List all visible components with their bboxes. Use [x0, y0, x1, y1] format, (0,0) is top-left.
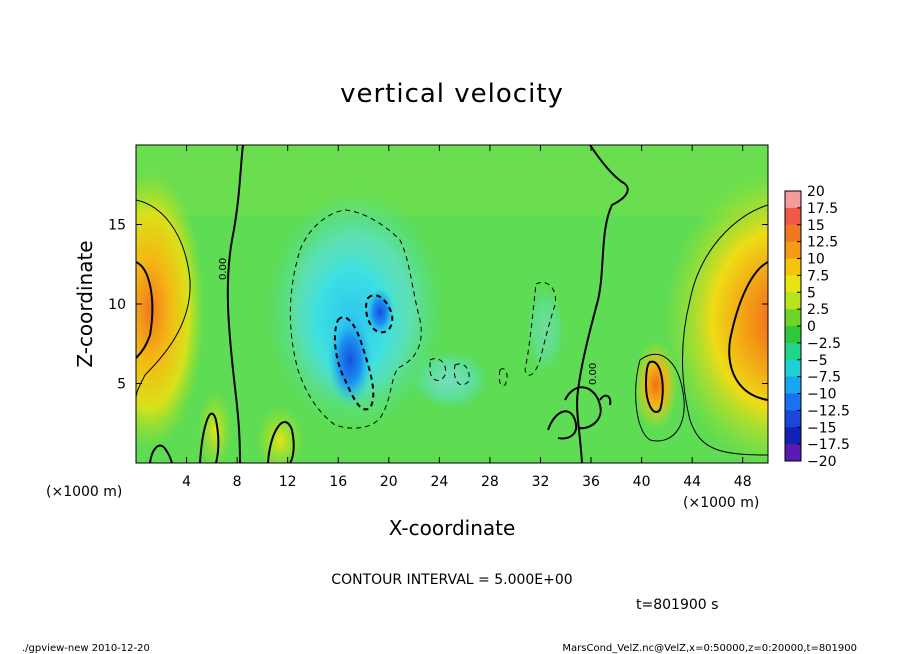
colorbar-label: 5: [807, 285, 816, 301]
x-axis-ticks: 4 8 12 16 20 24 28 32 36 40 44 48: [182, 145, 752, 490]
dashed-contour-core-19: [365, 294, 394, 334]
colorbar-label: 2.5: [807, 302, 829, 318]
colorbar-label: 12.5: [807, 235, 838, 251]
colorbar-label: 15: [807, 218, 825, 234]
footer-left: ./gpview-new 2010-12-20: [22, 643, 150, 654]
x-axis-label: X-coordinate: [389, 516, 516, 540]
cool-streak-32: [525, 285, 565, 375]
x-tick-label: 36: [582, 474, 600, 490]
yellow-patch-12: [255, 405, 305, 463]
y-tick-label: 5: [117, 377, 126, 393]
colorbar-swatch: [785, 342, 801, 361]
footer-right: MarsCond_VelZ.nc@VelZ,x=0:50000,z=0:2000…: [562, 643, 857, 654]
y-axis-ticks: 5 10 15: [108, 218, 768, 393]
colorbar-swatch: [785, 359, 801, 378]
colorbar-label: 0: [807, 319, 816, 335]
x-tick-label: 16: [329, 474, 347, 490]
x-tick-label: 12: [279, 474, 297, 490]
plot-area: 0.00 0.00: [136, 145, 768, 463]
colorbar-label: 7.5: [807, 268, 829, 284]
colorbar-label: −15: [807, 420, 837, 436]
colorbar-swatch: [785, 207, 801, 226]
colorbar-label: −7.5: [807, 370, 841, 386]
y-tick-label: 10: [108, 297, 126, 313]
colorbar-swatch: [785, 393, 801, 411]
thin-contour-left: [136, 199, 191, 399]
positive-contour-41: [644, 360, 664, 413]
x-tick-label: 48: [734, 474, 752, 490]
dashed-contour-32: [524, 282, 557, 376]
field-top-band: [136, 145, 768, 215]
x-tick-label: 40: [633, 474, 651, 490]
colorbar-label: −10: [807, 387, 837, 403]
colorbar: 2017.51512.5107.552.50−2.5−5−7.5−10−12.5…: [784, 184, 850, 470]
colorbar-label: 20: [807, 184, 825, 200]
x-tick-label: 20: [380, 474, 398, 490]
colorbar-swatch: [785, 292, 801, 310]
contour-label-right: 0.00: [588, 363, 599, 385]
contour-label-left: 0.00: [218, 258, 229, 280]
blue-core-16: [328, 315, 372, 405]
positive-contour-right: [728, 261, 768, 401]
thin-contour-right: [682, 204, 768, 456]
x-tick-label: 32: [532, 474, 550, 490]
colorbar-swatch: [785, 241, 801, 259]
dashed-contour-small: [429, 358, 508, 387]
thin-contour-spot: [635, 353, 685, 442]
colorbar-swatch: [785, 258, 801, 276]
colorbar-swatch: [785, 376, 801, 394]
colorbar-swatch: [785, 309, 801, 327]
colorbar-swatch: [785, 326, 801, 344]
x-tick-label: 24: [430, 474, 448, 490]
colorbar-label: −20: [807, 454, 837, 470]
bottom-bumps-left: [149, 412, 295, 463]
y-axis-label: Z-coordinate: [73, 240, 97, 367]
cool-streak-24: [410, 350, 490, 410]
colorbar-label: −17.5: [807, 437, 850, 453]
negative-contour-lines: [289, 209, 557, 429]
x-tick-label: 8: [233, 474, 242, 490]
blue-core-19: [366, 288, 394, 336]
zero-contour-7: [226, 145, 244, 463]
zero-contour-34: [576, 145, 629, 463]
colorbar-label: −12.5: [807, 403, 850, 419]
colorbar-swatch: [785, 427, 801, 445]
x-tick-label: 44: [683, 474, 701, 490]
colorbar-swatch: [785, 444, 801, 462]
colorbar-swatch: [785, 275, 801, 293]
warm-region-right: [640, 170, 768, 463]
x-unit-left: (×1000 m): [46, 484, 122, 500]
dashed-contour-core-16: [333, 316, 375, 411]
positive-contour-left: [136, 261, 154, 359]
dashed-contour-outer: [289, 209, 422, 429]
warm-spot-41: [634, 340, 678, 430]
time-stamp: t=801900 s: [636, 597, 718, 613]
x-tick-label: 28: [481, 474, 499, 490]
colorbar-swatch: [785, 410, 801, 428]
warm-region-left: [136, 170, 205, 450]
chart-title: vertical velocity: [340, 79, 564, 109]
colorbar-label: −2.5: [807, 336, 841, 352]
bottom-bumps-right: [547, 386, 612, 440]
colorbar-swatch: [785, 224, 801, 243]
x-unit-right: (×1000 m): [683, 495, 759, 511]
colorbar-swatch: [785, 191, 801, 209]
colorbar-label: 10: [807, 252, 825, 268]
contour-lines: [136, 145, 768, 463]
colorbar-label: −5: [807, 353, 828, 369]
yellow-patch-7: [197, 390, 233, 463]
y-tick-label: 15: [108, 218, 126, 234]
colorbar-label: 17.5: [807, 201, 838, 217]
contour-interval: CONTOUR INTERVAL = 5.000E+00: [331, 572, 572, 588]
x-tick-label: 4: [182, 474, 191, 490]
